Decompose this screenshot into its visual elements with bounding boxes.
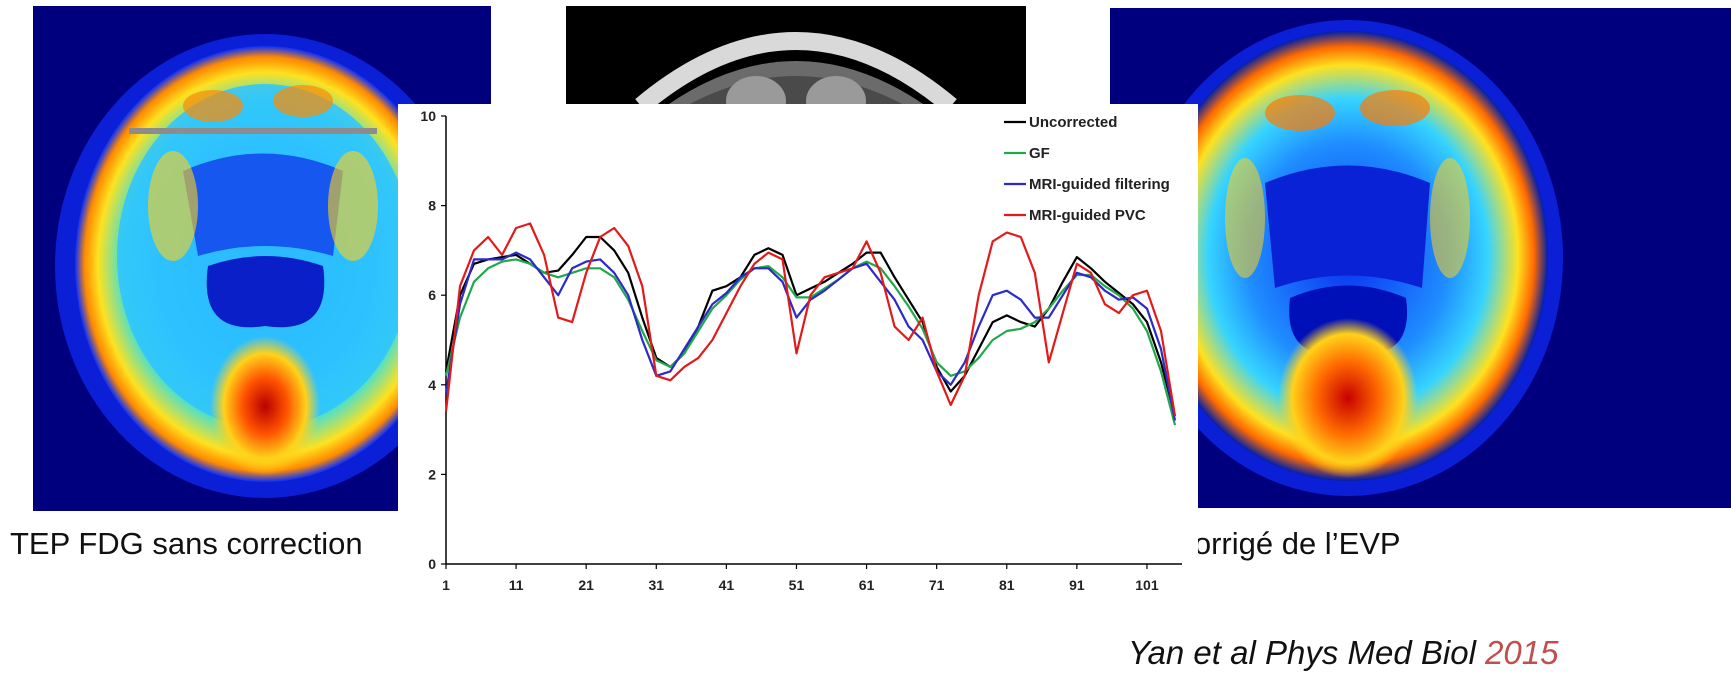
x-tick-label: 41 [719,577,735,593]
x-tick-label: 11 [509,577,524,593]
y-tick-label: 2 [428,466,436,482]
pet-scan-corrected [1110,8,1731,508]
y-tick-label: 0 [428,556,436,572]
x-tick-label: 21 [578,577,594,593]
citation: Yan et al Phys Med Biol 2015 [1128,634,1559,672]
mri-image [566,6,1026,106]
series-line-uncorrected [444,235,1177,417]
y-tick-label: 8 [428,198,436,214]
legend-label: MRI-guided PVC [1029,207,1146,224]
x-tick-label: 91 [1069,577,1085,593]
chart-legend: Uncorrected GF MRI-guided filtering MRI-gui… [1004,114,1170,224]
legend-label: GF [1029,145,1050,162]
x-tick-label: 81 [999,577,1015,593]
legend-label: Uncorrected [1029,114,1117,131]
legend-label: MRI-guided filtering [1029,176,1170,193]
series-line-mri-guided-pvc [444,222,1177,417]
x-tick-label: 51 [789,577,805,593]
citation-text: Yan et al Phys Med Biol [1128,634,1486,671]
series-line-gf [444,258,1177,426]
caption-uncorrected: TEP FDG sans correction [10,526,363,561]
y-tick-label: 6 [428,287,436,303]
y-tick-label: 10 [420,108,436,124]
profile-chart: 0 2 4 6 8 10 1 11 21 31 41 51 61 71 81 91 101 Uncorrecte… [398,104,1198,682]
x-tick-label: 61 [859,577,875,593]
chart-series [444,222,1177,426]
citation-year: 2015 [1485,634,1559,671]
x-tick-label: 31 [648,577,664,593]
x-tick-label: 1 [442,577,450,593]
x-tick-label: 71 [929,577,945,593]
y-tick-label: 4 [428,377,436,393]
x-tick-label: 101 [1135,577,1159,593]
